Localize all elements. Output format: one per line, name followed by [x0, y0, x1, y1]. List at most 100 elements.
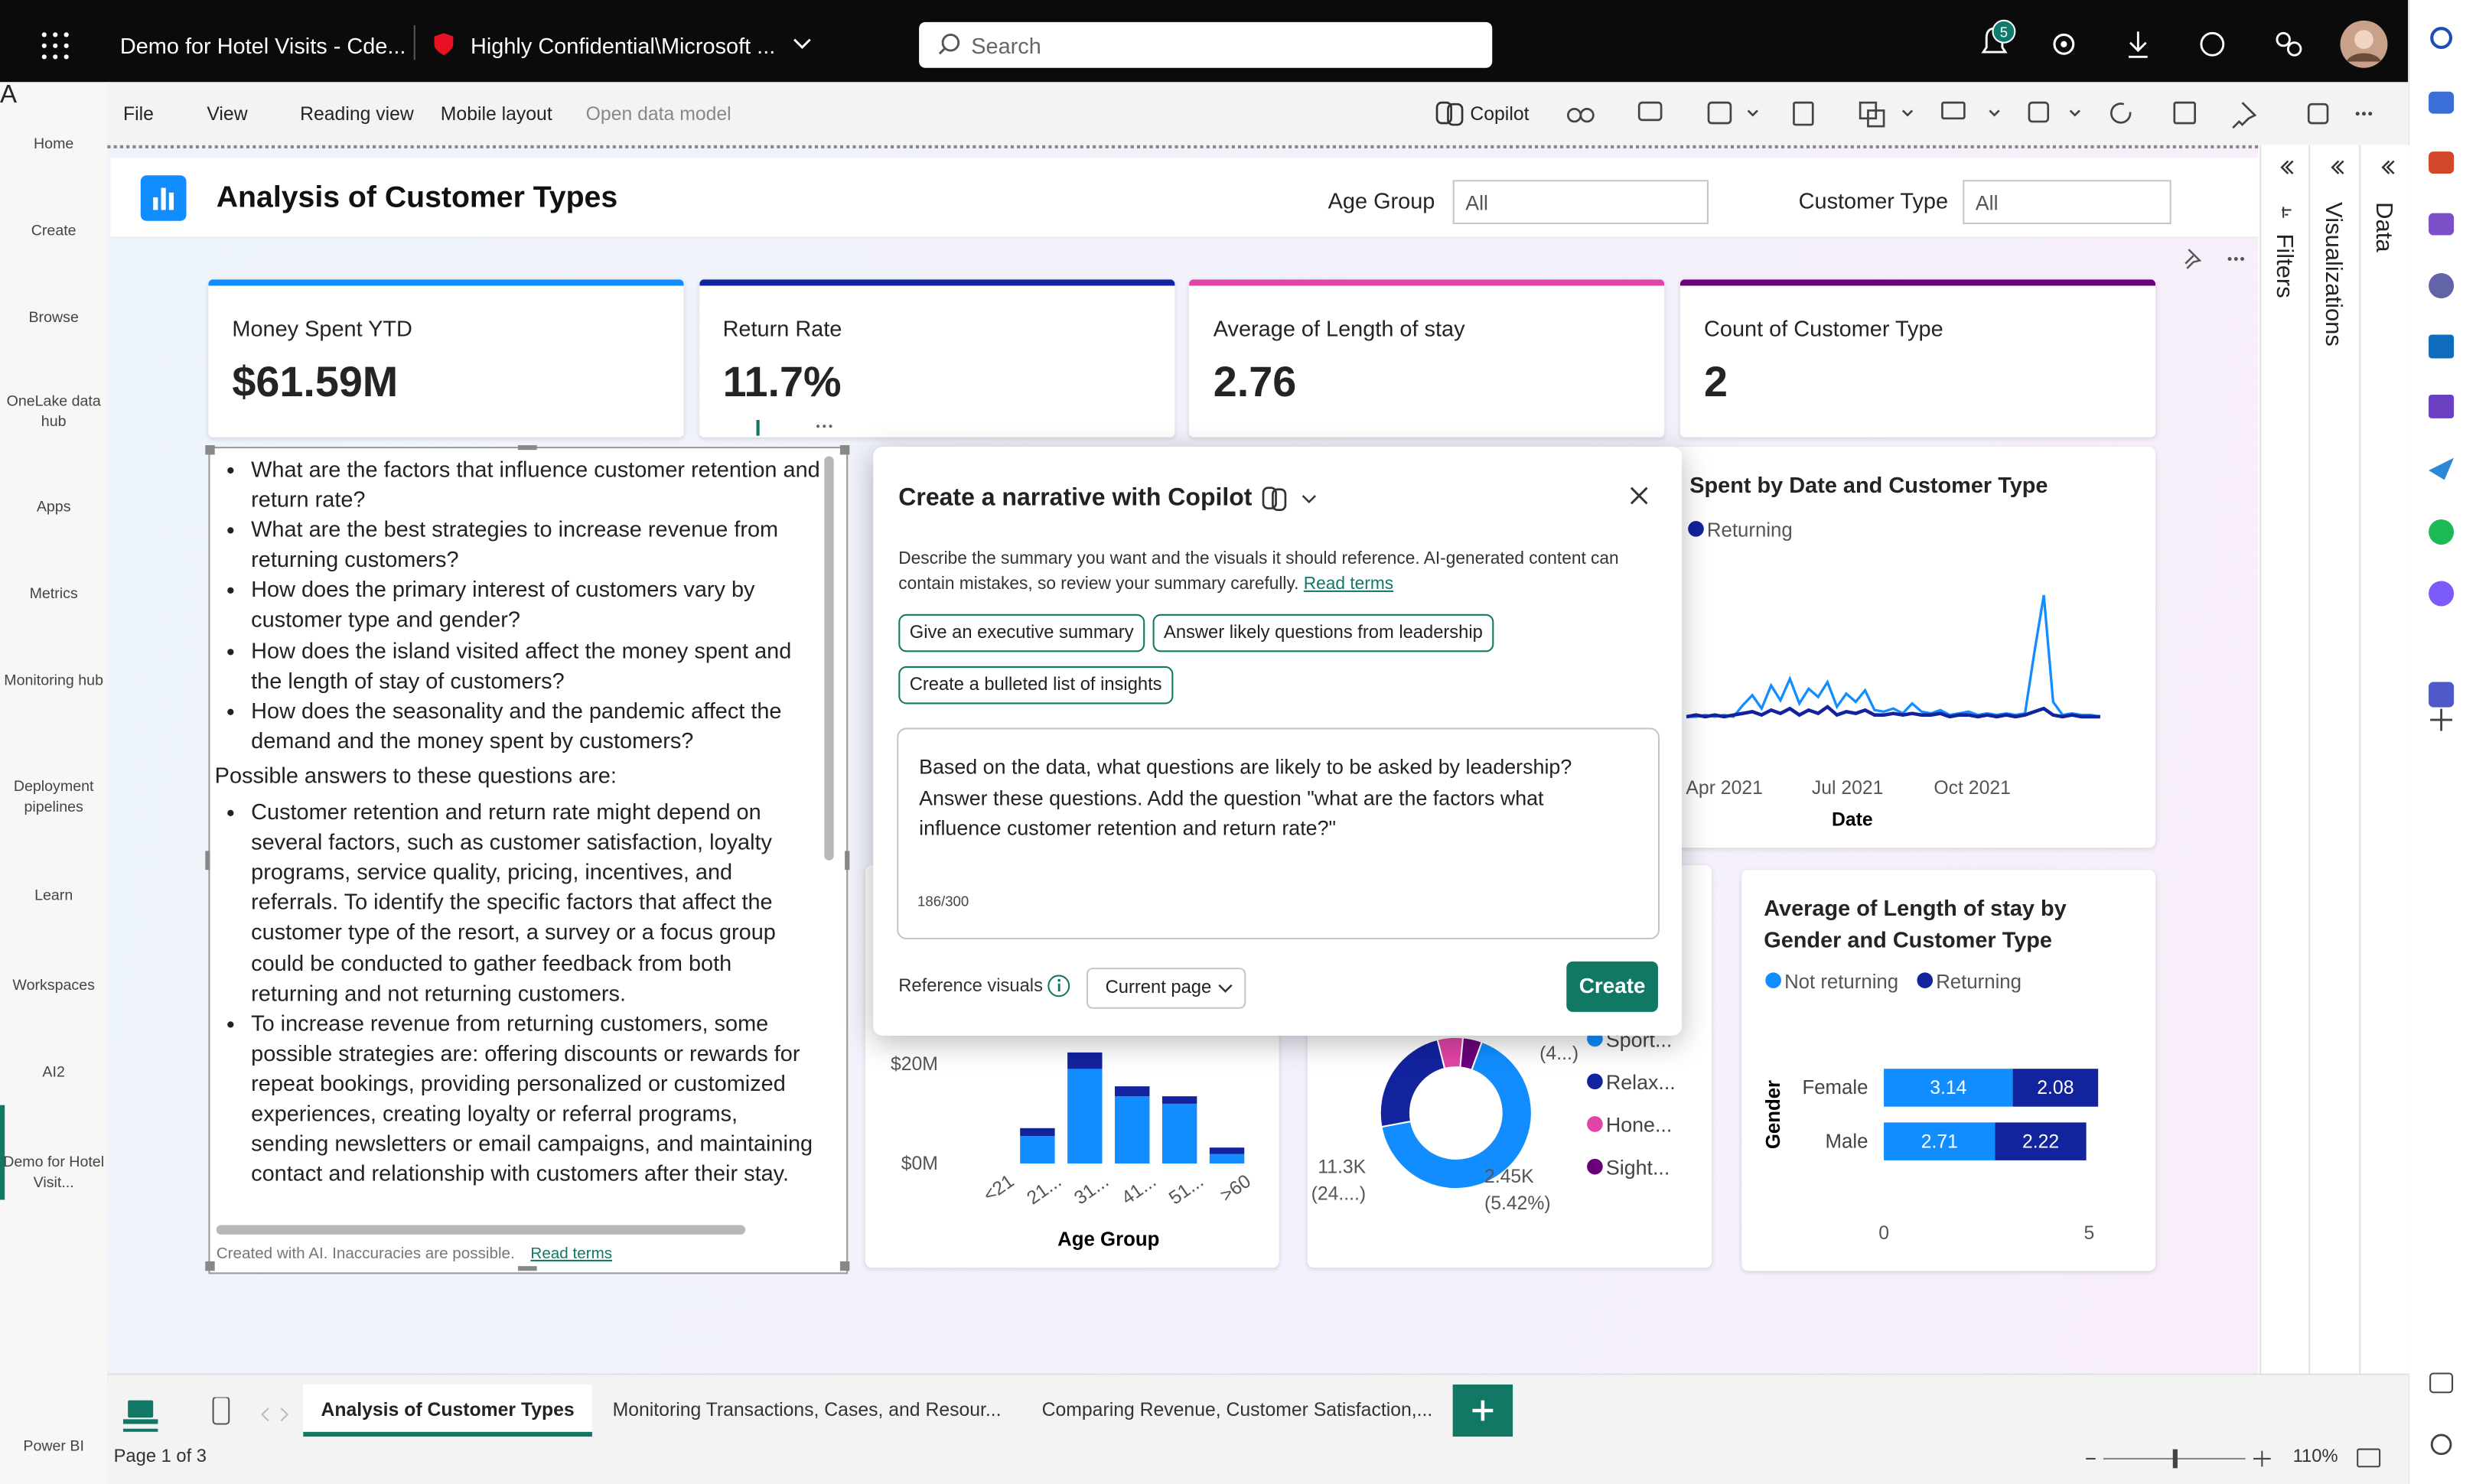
- nav-label[interactable]: Learn: [34, 887, 73, 905]
- sensitivity-label[interactable]: Highly Confidential\Microsoft ...: [471, 33, 776, 59]
- collapse-icon[interactable]: [2325, 158, 2347, 180]
- copilot-button[interactable]: Copilot: [1470, 103, 1530, 125]
- column: [1161, 1096, 1197, 1104]
- h-scrollbar[interactable]: [216, 1225, 746, 1235]
- read-terms-link[interactable]: Read terms: [530, 1245, 613, 1264]
- data-label: 11.3K: [1318, 1157, 1366, 1177]
- slicer-dropdown[interactable]: All: [1963, 180, 2171, 225]
- prompt-text[interactable]: Based on the data, what questions are li…: [919, 754, 1572, 840]
- pane-title[interactable]: Visualizations: [2319, 202, 2347, 347]
- top-icons[interactable]: [2050, 30, 2240, 58]
- pane-title[interactable]: Filters: [2270, 233, 2298, 298]
- nav-label[interactable]: Home: [34, 135, 74, 154]
- shape: [2430, 708, 2453, 731]
- nav-label[interactable]: Workspaces: [12, 977, 95, 995]
- close-button[interactable]: [1628, 485, 1650, 507]
- column: [1020, 1128, 1055, 1137]
- menu-item[interactable]: File: [122, 103, 154, 125]
- x-tick-label: Apr 2021: [1686, 778, 1762, 799]
- nav-label[interactable]: Apps: [36, 499, 71, 516]
- slicer-label: Age Group: [1328, 187, 1435, 213]
- y-tick-label: Female: [1802, 1077, 1868, 1098]
- pane-title[interactable]: Data: [2370, 202, 2397, 252]
- app-icons[interactable]: [2409, 0, 2476, 1484]
- nav-label[interactable]: Metrics: [29, 585, 78, 604]
- v-scrollbar[interactable]: [824, 456, 834, 861]
- notifications[interactable]: 5: [1974, 16, 2022, 67]
- zoom-slider[interactable]: [2081, 1447, 2365, 1469]
- visualizations-pane[interactable]: Visualizations: [2308, 145, 2360, 1374]
- shape: [205, 851, 210, 871]
- y-tick-label: Male: [1826, 1131, 1868, 1152]
- app-launcher[interactable]: [41, 31, 70, 60]
- nav-label[interactable]: Monitoring hub: [4, 672, 104, 690]
- menu-item[interactable]: Open data model: [585, 103, 731, 125]
- suggestion-chip[interactable]: Create a bulleted list of insights: [898, 666, 1174, 705]
- menu-item[interactable]: Mobile layout: [440, 103, 552, 125]
- answer: To increase revenue from returning custo…: [251, 1008, 821, 1189]
- menu-item[interactable]: View: [207, 103, 248, 125]
- search-box[interactable]: Search: [919, 21, 1493, 68]
- info-icon[interactable]: [1047, 974, 1070, 997]
- shape: [53, 32, 58, 37]
- y-tick-label: $20M: [891, 1054, 938, 1075]
- nav-label[interactable]: Create: [31, 222, 77, 240]
- nav-icons[interactable]: A: [0, 82, 17, 110]
- page-tab[interactable]: Monitoring Transactions, Cases, and Reso…: [591, 1384, 1024, 1437]
- menu-item[interactable]: Reading view: [300, 103, 414, 125]
- collapse-icon[interactable]: [2375, 158, 2397, 180]
- view-switch[interactable]: [120, 1397, 310, 1432]
- zoom-level[interactable]: 110%: [2292, 1447, 2338, 1467]
- toolbar-icons[interactable]: [1560, 98, 2397, 129]
- shape: [2381, 160, 2395, 174]
- read-terms-link[interactable]: Read terms: [1303, 574, 1394, 593]
- shape: [793, 38, 811, 49]
- data-label: (4...): [1539, 1043, 1578, 1064]
- shape: [2307, 103, 2329, 125]
- reference-dropdown[interactable]: Current page: [1086, 968, 1246, 1009]
- add-page[interactable]: [1452, 1384, 1513, 1437]
- plus-icon: [1472, 1400, 1494, 1421]
- shape: [2429, 581, 2455, 607]
- nav-label[interactable]: AI2: [42, 1063, 65, 1082]
- nav-label[interactable]: Deployment pipelines: [13, 778, 94, 816]
- shape: [2430, 1434, 2452, 1456]
- top-bar: Demo for Hotel Visits - Cde... Highly Co…: [0, 0, 2409, 83]
- chevron[interactable]: [793, 38, 812, 51]
- page-tab[interactable]: Comparing Revenue, Customer Satisfaction…: [1021, 1384, 1455, 1437]
- shape: [1637, 101, 1663, 122]
- avatar[interactable]: [2338, 19, 2389, 70]
- canvas-actions[interactable]: [2179, 245, 2258, 273]
- share-icon[interactable]: [2274, 30, 2302, 58]
- card-value: 2.76: [1213, 358, 1297, 406]
- data-pane[interactable]: Data: [2359, 145, 2410, 1374]
- shape: [2028, 101, 2050, 123]
- shape: [2429, 273, 2455, 299]
- data-label: 3.14: [1930, 1078, 1966, 1098]
- pane-icons[interactable]: [2274, 158, 2296, 221]
- nav-label[interactable]: OneLake data hub: [6, 392, 101, 431]
- page-tab[interactable]: Analysis of Customer Types: [303, 1384, 594, 1437]
- legend-label: Returning: [1707, 520, 1793, 542]
- slicer-dropdown[interactable]: All: [1452, 180, 1709, 225]
- copilot-menu[interactable]: [1260, 483, 1324, 515]
- app-title[interactable]: Demo for Hotel Visits - Cde...: [119, 33, 406, 59]
- card-value: 11.7%: [722, 358, 842, 406]
- prompt-box[interactable]: Based on the data, what questions are li…: [897, 727, 1660, 939]
- shape: [2368, 112, 2373, 116]
- create-button[interactable]: Create: [1566, 961, 1658, 1012]
- column: [1067, 1069, 1103, 1164]
- shape: [1272, 488, 1287, 511]
- filters-pane[interactable]: Filters: [2259, 145, 2309, 1374]
- suggestion-chip[interactable]: Give an executive summary: [898, 613, 1145, 653]
- fit-page[interactable]: [2356, 1447, 2381, 1469]
- x-tick-label: 31...: [1070, 1171, 1113, 1209]
- nav-label[interactable]: Power BI: [23, 1438, 84, 1456]
- card-label: Money Spent YTD: [232, 315, 412, 341]
- shape: [128, 1400, 154, 1418]
- suggestion-chip[interactable]: Answer likely questions from leadership: [1152, 613, 1494, 653]
- nav-label[interactable]: Browse: [28, 309, 79, 327]
- nav-label[interactable]: Demo for Hotel Visit...: [3, 1154, 105, 1193]
